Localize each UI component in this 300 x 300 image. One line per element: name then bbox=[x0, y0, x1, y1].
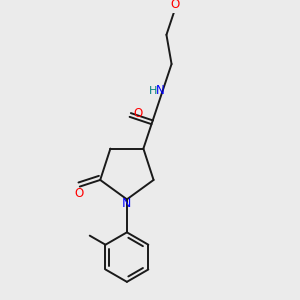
Text: O: O bbox=[74, 187, 84, 200]
Text: O: O bbox=[134, 106, 143, 120]
Text: H: H bbox=[149, 86, 157, 96]
Text: N: N bbox=[122, 197, 132, 210]
Text: N: N bbox=[156, 84, 165, 98]
Text: O: O bbox=[170, 0, 180, 11]
